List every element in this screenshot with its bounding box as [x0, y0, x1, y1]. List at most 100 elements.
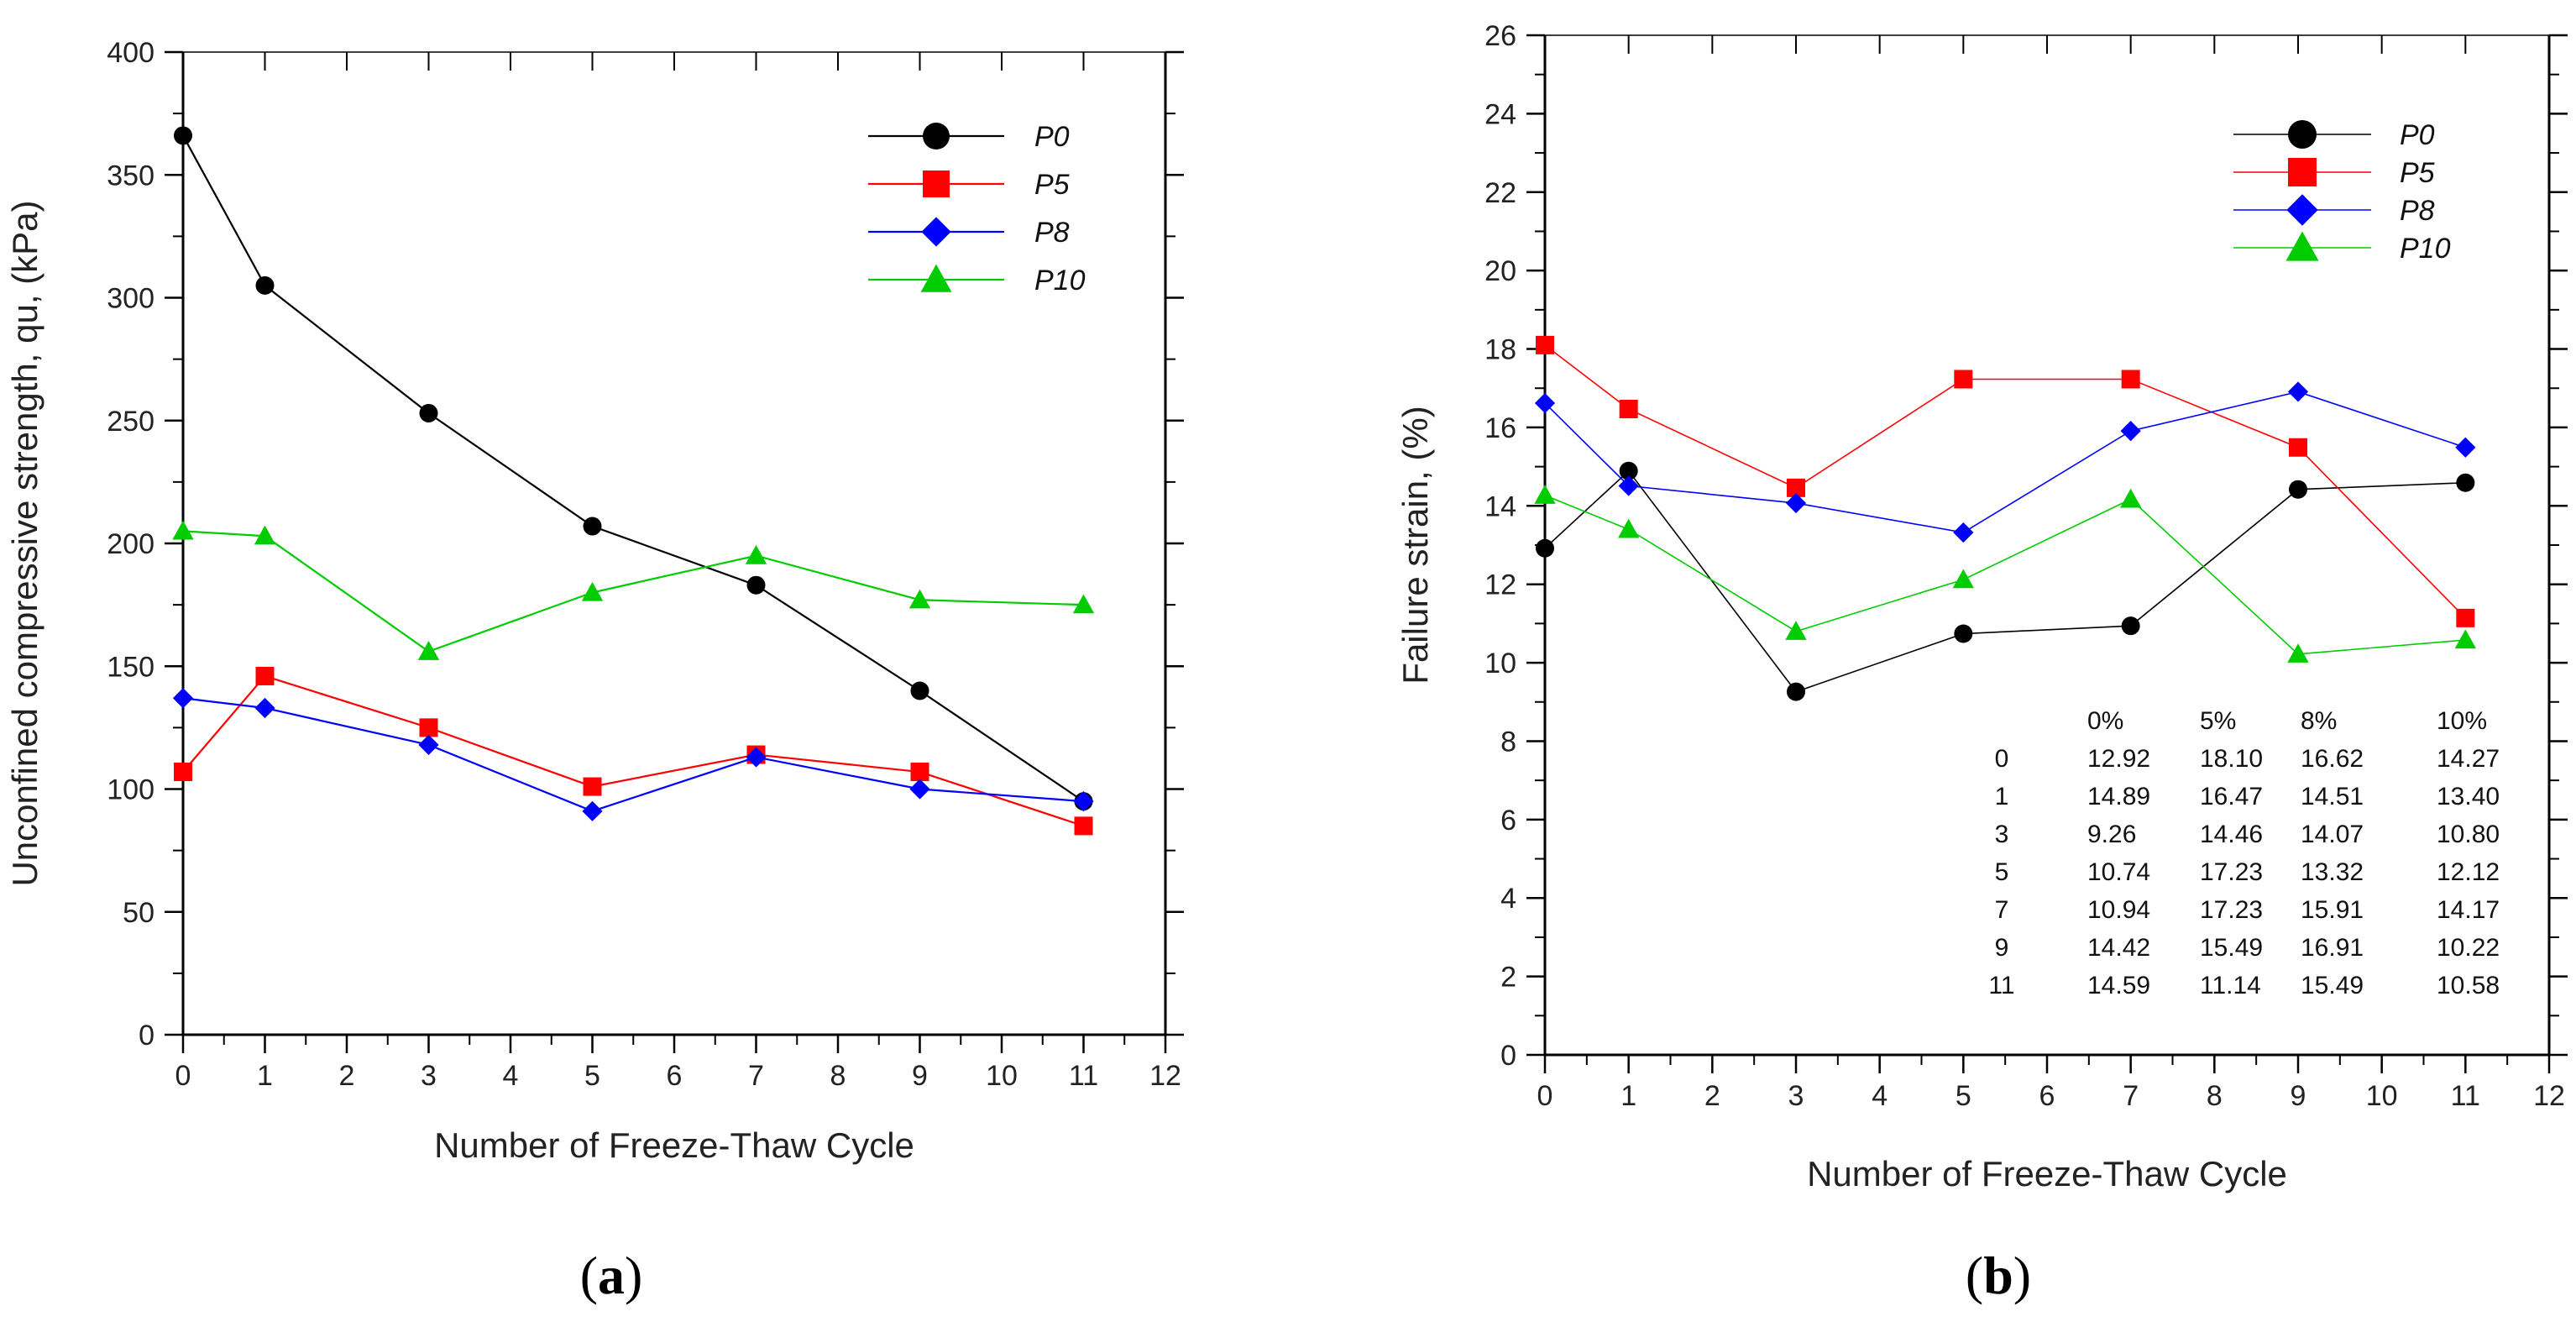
table-row-label: 9	[1995, 934, 2009, 962]
y-tick-label: 10	[1484, 648, 1516, 679]
legend-label-p5: P5	[1034, 169, 1070, 201]
data-point-p10	[908, 589, 931, 609]
y-tick-label: 26	[1484, 20, 1516, 52]
data-point-p8	[2287, 381, 2309, 402]
data-point-p5	[255, 666, 275, 685]
data-point-p8	[746, 747, 767, 768]
y-tick-label: 2	[1500, 962, 1516, 994]
data-point-p10	[1785, 621, 1807, 640]
y-axis-title: Unconfined compressive strength, qu, (kP…	[5, 200, 45, 886]
table-cell: 14.46	[2200, 821, 2263, 848]
data-point-p5	[174, 763, 192, 782]
table-cell: 14.89	[2087, 783, 2150, 810]
panel-label-part: b	[1983, 1246, 2013, 1305]
data-point-p8	[582, 800, 603, 821]
data-point-p10	[2120, 488, 2142, 508]
series-line-p10	[1544, 494, 2466, 655]
table-cell: 15.49	[2200, 934, 2263, 962]
table-header: 0%	[2087, 707, 2123, 735]
table-cell: 12.92	[2087, 745, 2150, 773]
data-point-p5	[1074, 816, 1093, 836]
data-point-p0	[174, 126, 192, 145]
x-tick-label: 1	[257, 1060, 273, 1092]
panel-label-part: (	[1966, 1246, 1983, 1305]
data-point-p0	[255, 275, 275, 295]
data-point-p10	[254, 525, 276, 545]
x-tick-label: 12	[2533, 1080, 2565, 1112]
table-header: 10%	[2437, 707, 2487, 735]
legend-marker-p5	[2288, 158, 2317, 186]
table-row-label: 3	[1995, 821, 2009, 848]
table-row-label: 11	[1988, 972, 2014, 999]
y-tick-label: 150	[107, 651, 154, 683]
y-tick-label: 16	[1484, 412, 1516, 444]
data-point-p10	[1952, 569, 1974, 589]
table-cell: 17.23	[2200, 858, 2263, 886]
data-point-p8	[418, 734, 439, 755]
table-cell: 14.17	[2437, 896, 2500, 924]
data-point-p8	[909, 779, 930, 800]
x-tick-label: 3	[421, 1060, 437, 1092]
legend-label-p0: P0	[1034, 121, 1070, 153]
y-tick-label: 400	[107, 37, 154, 69]
table-cell: 13.40	[2437, 783, 2500, 810]
legend-marker-p5	[923, 170, 950, 197]
data-point-p10	[745, 544, 767, 564]
panel-label-part: a	[598, 1246, 625, 1305]
x-tick-label: 6	[2039, 1080, 2055, 1112]
y-tick-label: 200	[107, 528, 154, 560]
series-line-p0	[1544, 469, 2466, 693]
x-tick-label: 12	[1149, 1060, 1181, 1092]
table-cell: 10.74	[2087, 858, 2150, 886]
x-axis-title: Number of Freeze-Thaw Cycle	[434, 1125, 914, 1165]
data-point-p8	[1618, 475, 1639, 496]
data-point-p0	[1954, 624, 1973, 643]
x-tick-label: 8	[830, 1060, 846, 1092]
y-tick-label: 12	[1484, 569, 1516, 601]
table-cell: 15.49	[2301, 972, 2364, 999]
x-tick-label: 3	[1788, 1080, 1804, 1112]
data-point-p5	[1536, 335, 1554, 354]
table-header: 5%	[2200, 707, 2236, 735]
y-axis-title: Failure strain, (%)	[1395, 406, 1435, 684]
table-cell: 10.94	[2087, 896, 2150, 924]
table-cell: 12.12	[2437, 858, 2500, 886]
data-point-p8	[1073, 791, 1094, 812]
table-cell: 16.91	[2301, 934, 2364, 962]
panel-b-chart: 0 1 2 3 4 5 6 7 8 9 10 11 1202468101214161820222426N…	[1395, 20, 2568, 1305]
data-point-p5	[1954, 370, 1973, 389]
x-tick-label: 9	[912, 1060, 928, 1092]
x-tick-label: 10	[986, 1060, 1018, 1092]
table-cell: 9.26	[2087, 821, 2136, 848]
legend-label-p10: P10	[1034, 265, 1086, 296]
table-cell: 14.51	[2301, 783, 2364, 810]
data-point-p5	[1619, 399, 1638, 418]
y-tick-label: 24	[1484, 98, 1516, 130]
x-tick-label: 2	[339, 1060, 355, 1092]
data-point-p8	[254, 697, 275, 719]
data-table: 0% 5% 8% 10% 0 12.92 18.10 16.62 14.27 1 14.89 16.4…	[1988, 707, 2500, 999]
table-cell: 10.80	[2437, 821, 2500, 848]
table-row-label: 5	[1995, 858, 2009, 886]
table-cell: 16.62	[2301, 745, 2364, 773]
table-header: 8%	[2301, 707, 2337, 735]
data-point-p10	[2454, 629, 2476, 649]
table-row-label: 7	[1995, 896, 2009, 924]
legend-marker-p10	[2285, 231, 2319, 261]
y-tick-label: 100	[107, 774, 154, 806]
x-tick-label: 1	[1620, 1080, 1636, 1112]
data-point-p5	[2289, 438, 2307, 457]
table-cell: 15.91	[2301, 896, 2364, 924]
data-point-p0	[2121, 616, 2140, 636]
y-tick-label: 6	[1500, 805, 1516, 837]
legend-label-p5: P5	[2400, 157, 2435, 189]
x-tick-label: 0	[175, 1060, 191, 1092]
table-cell: 14.27	[2437, 745, 2500, 773]
x-tick-label: 5	[1956, 1080, 1971, 1112]
legend-marker-p0	[923, 123, 950, 149]
x-tick-label: 6	[667, 1060, 683, 1092]
data-point-p10	[172, 520, 194, 540]
y-tick-label: 20	[1484, 255, 1516, 287]
series-line-p8	[1544, 391, 2466, 533]
